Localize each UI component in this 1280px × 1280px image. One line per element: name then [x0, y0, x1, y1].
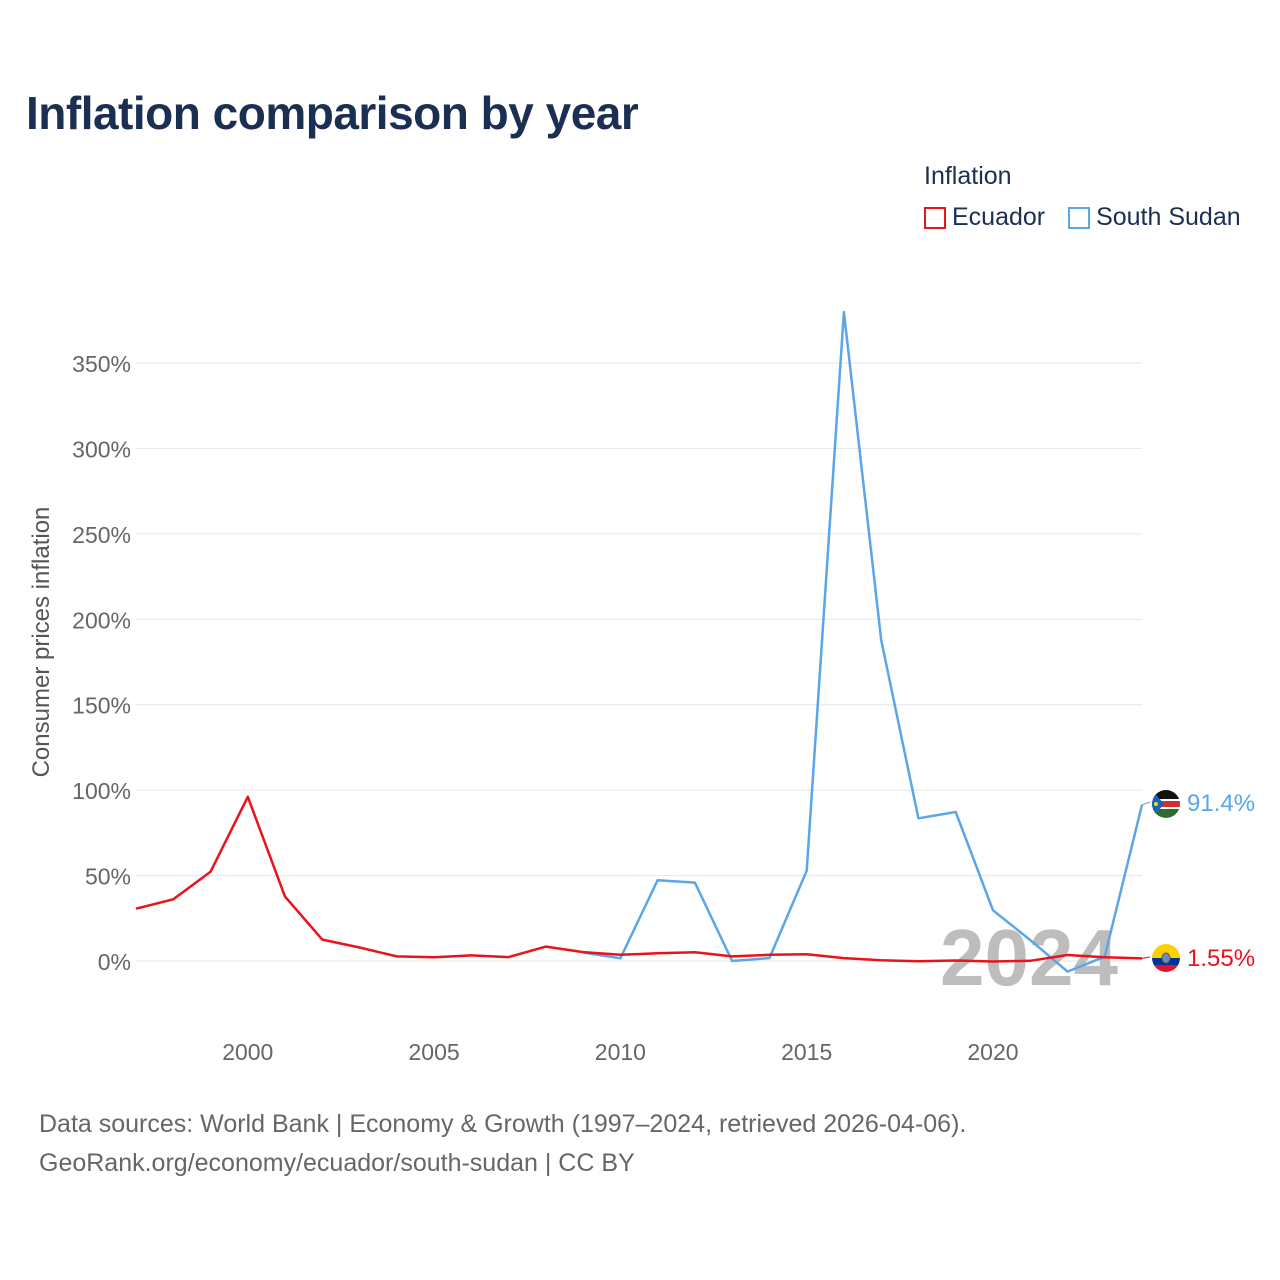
y-tick-label: 300%: [72, 436, 131, 462]
end-label-ecuador: 1.55%: [1187, 945, 1255, 972]
data-point-ecuador: [282, 894, 288, 900]
data-point-ecuador: [1064, 952, 1070, 958]
source-link[interactable]: GeoRank.org/economy/ecuador/south-sudan …: [39, 1144, 966, 1183]
data-point-south-sudan: [878, 637, 884, 643]
x-tick-label: 2000: [222, 1039, 273, 1065]
data-point-south-sudan: [953, 809, 959, 815]
x-tick-label: 2010: [595, 1039, 646, 1065]
data-point-ecuador: [133, 906, 139, 912]
data-point-south-sudan: [915, 815, 921, 821]
y-tick-label: 100%: [72, 778, 131, 804]
data-point-south-sudan: [990, 907, 996, 913]
data-point-ecuador: [804, 951, 810, 957]
data-point-ecuador: [580, 949, 586, 955]
end-label-south-sudan: 91.4%: [1187, 790, 1255, 817]
x-tick-label: 2005: [408, 1039, 459, 1065]
data-point-ecuador: [655, 950, 661, 956]
data-point-south-sudan: [655, 877, 661, 883]
south-sudan-flag-icon: [1152, 790, 1180, 818]
data-point-ecuador: [357, 945, 363, 951]
data-point-ecuador: [245, 794, 251, 800]
data-point-ecuador: [766, 952, 772, 958]
y-tick-label: 200%: [72, 607, 131, 633]
data-point-south-sudan: [804, 868, 810, 874]
data-point-ecuador: [394, 953, 400, 959]
data-point-ecuador: [729, 953, 735, 959]
data-point-ecuador: [990, 959, 996, 965]
ecuador-flag-icon: [1152, 944, 1180, 972]
data-point-ecuador: [468, 952, 474, 958]
data-point-ecuador: [953, 957, 959, 963]
x-tick-label: 2020: [967, 1039, 1018, 1065]
data-point-ecuador: [915, 958, 921, 964]
x-tick-label: 2015: [781, 1039, 832, 1065]
data-sources-note: Data sources: World Bank | Economy & Gro…: [39, 1105, 966, 1144]
data-point-ecuador: [506, 954, 512, 960]
series-line-south-sudan[interactable]: [583, 312, 1142, 972]
data-point-ecuador: [319, 937, 325, 943]
data-point-ecuador: [543, 944, 549, 950]
data-point-ecuador: [841, 955, 847, 961]
y-tick-labels: 0% 50% 100% 150% 200% 250% 300% 350%: [72, 351, 131, 975]
data-point-ecuador: [208, 869, 214, 875]
data-point-ecuador: [431, 954, 437, 960]
x-tick-labels: 2000 2005 2010 2015 2020: [222, 1039, 1018, 1065]
data-point-south-sudan: [1027, 937, 1033, 943]
y-tick-label: 250%: [72, 522, 131, 548]
y-tick-label: 150%: [72, 693, 131, 719]
data-point-ecuador: [617, 952, 623, 958]
y-tick-label: 0%: [98, 949, 131, 975]
grid-lines: [136, 363, 1142, 961]
end-labels: 91.4% 1.55%: [1142, 790, 1255, 972]
footer: Data sources: World Bank | Economy & Gro…: [39, 1105, 966, 1183]
data-point-ecuador: [692, 949, 698, 955]
data-point-ecuador: [1102, 954, 1108, 960]
data-point-south-sudan: [1064, 969, 1070, 975]
series-layer: [133, 309, 1145, 975]
data-point-ecuador: [878, 957, 884, 963]
data-point-south-sudan: [692, 880, 698, 886]
chart-area: 0%50%100%150%200%250%300%350% 2000 2005 20…: [0, 0, 1280, 1280]
y-tick-label: 50%: [85, 864, 131, 890]
y-tick-label: 350%: [72, 351, 131, 377]
data-point-south-sudan: [841, 309, 847, 315]
data-point-ecuador: [170, 896, 176, 902]
data-point-ecuador: [1027, 958, 1033, 964]
